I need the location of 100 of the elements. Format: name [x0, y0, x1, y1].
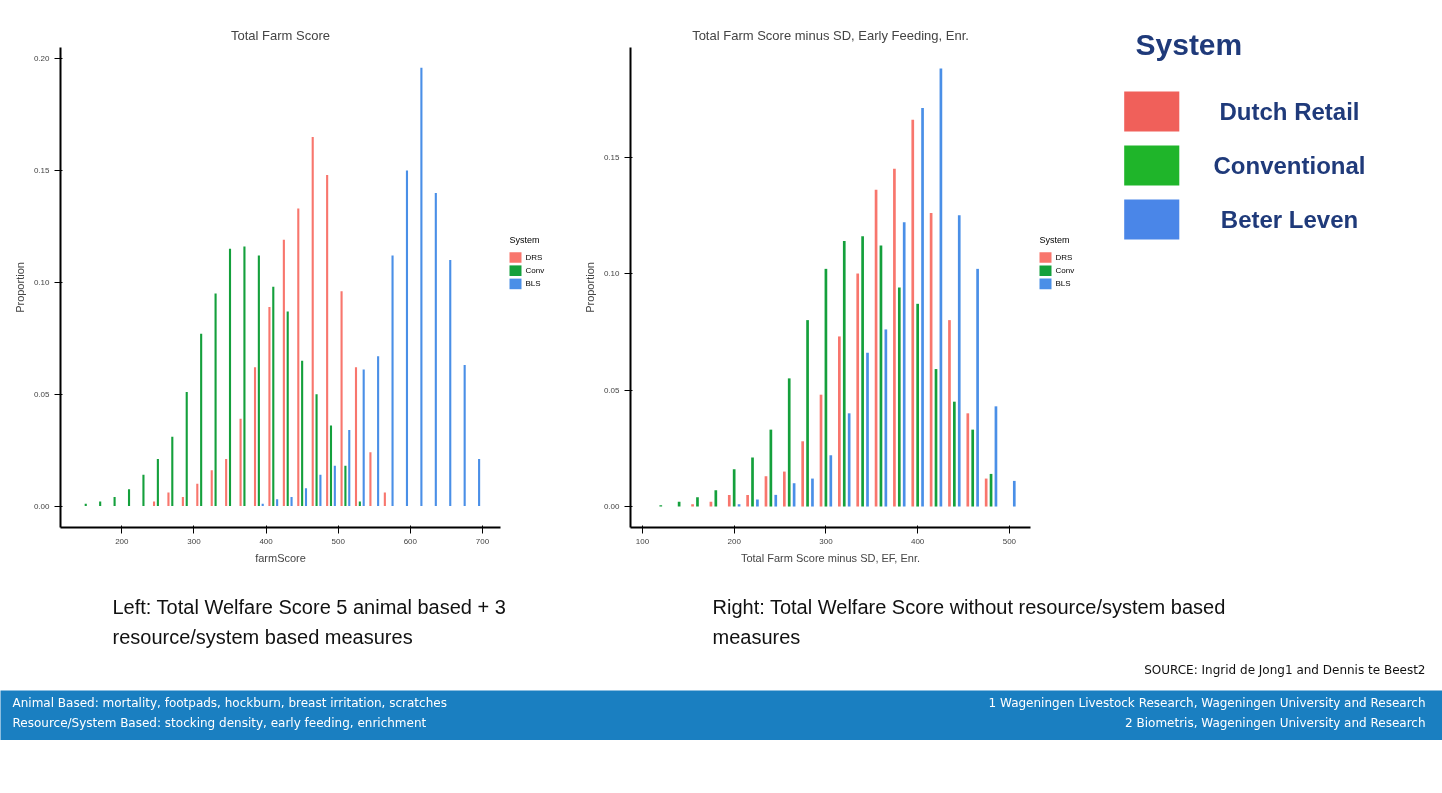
bar — [196, 483, 199, 507]
bar — [311, 136, 314, 507]
bar — [348, 429, 351, 507]
bar — [434, 192, 437, 507]
legend-title: System — [1039, 235, 1070, 246]
bar — [268, 306, 271, 507]
y-tick-label: 0.20 — [33, 54, 51, 64]
bar — [801, 441, 805, 507]
bar — [856, 273, 860, 507]
bar — [420, 67, 423, 507]
y-axis-title: Proportion — [13, 262, 26, 313]
bar — [156, 459, 159, 507]
bar — [405, 170, 409, 507]
bar — [984, 478, 988, 507]
bar — [319, 474, 322, 507]
bar — [971, 429, 975, 507]
bar — [957, 215, 961, 507]
text: Animal Based: mortality, footpads, hockburn, breast irritation, scratches — [12, 695, 447, 710]
text: 1 Wageningen Livestock Research, Wageningen University and Research — [988, 695, 1426, 710]
bar — [463, 365, 466, 507]
y-tick-label: 0.15 — [33, 166, 51, 176]
bar — [976, 268, 979, 507]
bar — [272, 286, 275, 507]
bar — [746, 494, 749, 507]
bar — [911, 119, 915, 507]
bar — [286, 311, 289, 507]
bar — [297, 208, 300, 507]
bar — [200, 333, 203, 507]
bar — [276, 499, 279, 507]
text: System — [1135, 27, 1243, 61]
bar — [369, 452, 372, 507]
x-tick-label: 300 — [187, 536, 202, 546]
bar — [806, 320, 809, 507]
x-tick-label: 200 — [115, 536, 130, 546]
x-tick-label: 100 — [635, 536, 650, 546]
bar — [449, 259, 452, 507]
bar — [228, 248, 232, 507]
bar — [948, 320, 951, 507]
y-tick-label: 0.15 — [603, 152, 621, 162]
y-tick-label: 0.00 — [33, 501, 51, 511]
bar — [340, 291, 343, 507]
bar — [897, 287, 901, 507]
category-label: Beter Leven — [1220, 206, 1359, 233]
x-axis-title: Total Farm Score minus SD, EF, Enr. — [740, 551, 921, 564]
bar — [691, 504, 694, 507]
bar — [861, 236, 864, 507]
bar — [243, 246, 246, 507]
bar — [756, 499, 759, 507]
y-tick-label: 0.05 — [33, 389, 51, 399]
x-tick-label: 200 — [727, 536, 742, 546]
bar — [377, 356, 380, 507]
source-note: SOURCE: Ingrid de Jong1 and Dennis te Beest2 — [1144, 662, 1426, 677]
bar — [847, 413, 851, 507]
bar — [782, 471, 786, 507]
legend-label: BLS — [525, 279, 541, 289]
chart-title: Total Farm Score minus SD, Early Feeding, Enr. — [692, 27, 969, 43]
bar — [142, 474, 145, 507]
bar — [787, 378, 791, 507]
x-tick-label: 500 — [331, 536, 346, 546]
x-tick-label: 400 — [910, 536, 925, 546]
text: 2 Biometris, Wageningen University and Research — [1125, 715, 1426, 730]
bar — [333, 465, 336, 507]
bar — [326, 174, 329, 507]
bar — [304, 488, 308, 507]
text: Right: Total Welfare Score without resource/system based measures — [712, 595, 1226, 648]
y-tick-label: 0.00 — [603, 502, 621, 512]
x-tick-label: 500 — [1002, 536, 1017, 546]
chart-title: Total Farm Score — [231, 27, 330, 43]
bar — [714, 490, 718, 507]
bar — [866, 352, 869, 507]
bar — [1012, 480, 1016, 507]
y-tick-label: 0.10 — [603, 269, 621, 279]
bar — [953, 401, 956, 507]
bar — [737, 504, 741, 507]
bar — [181, 497, 184, 507]
legend-label: BLS — [1055, 279, 1071, 289]
x-tick-label: 400 — [259, 536, 274, 546]
bar — [315, 394, 318, 507]
bar — [751, 457, 754, 507]
bar — [329, 425, 333, 507]
bar — [214, 293, 217, 507]
bar — [225, 459, 228, 507]
x-tick-label: 600 — [403, 536, 418, 546]
bar — [893, 168, 896, 507]
category-label: Dutch Retail — [1219, 98, 1360, 125]
legend-label: Conv — [525, 266, 545, 276]
y-tick-label: 0.10 — [33, 277, 51, 287]
text: Left: Total Welfare Score 5 animal based + 3 resource/system based measures — [112, 595, 506, 648]
x-tick-label: 300 — [819, 536, 834, 546]
bar — [210, 470, 213, 507]
bar — [811, 478, 814, 507]
bar — [391, 255, 394, 507]
bar — [344, 465, 347, 507]
bar — [727, 494, 731, 507]
bar — [253, 367, 257, 507]
bar — [829, 455, 833, 507]
bar — [842, 240, 846, 507]
bar — [354, 367, 358, 507]
legend-label: DRS — [1055, 252, 1073, 262]
bar — [257, 255, 260, 507]
